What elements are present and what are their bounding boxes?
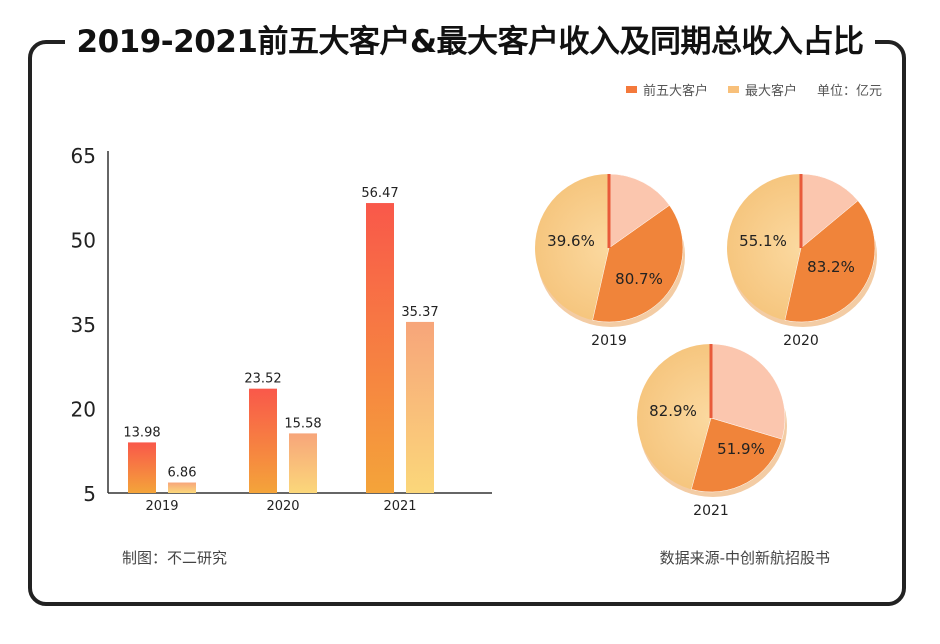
pie-top5-label: 83.2% — [807, 258, 855, 276]
pie-remainder-slice — [800, 173, 859, 249]
legend-item-largest: 最大客户 — [727, 80, 797, 99]
y-tick-label: 50 — [71, 229, 96, 253]
pie-largest-label: 39.6% — [547, 232, 595, 250]
pie-largest-label: 82.9% — [649, 402, 697, 420]
footer-credit: 制图：不二研究 — [122, 549, 228, 567]
pie-top5-slice — [592, 204, 684, 323]
y-tick-label: 20 — [71, 398, 96, 422]
pie-top5-slice — [691, 417, 783, 493]
pie-largest-label: 55.1% — [739, 232, 787, 250]
pie-year-label: 2020 — [783, 333, 819, 349]
bar — [249, 388, 277, 493]
y-tick-label: 65 — [71, 144, 96, 168]
bar — [289, 433, 317, 493]
bar — [168, 482, 196, 493]
bar — [366, 203, 394, 493]
bar-value-label: 15.58 — [284, 416, 321, 431]
y-tick-label: 5 — [83, 482, 96, 506]
legend-label-largest: 最大客户 — [744, 84, 797, 99]
legend-item-top5: 前五大客户 — [625, 80, 708, 99]
legend-swatch-top5 — [625, 86, 637, 93]
pie-top5-label: 80.7% — [615, 270, 663, 288]
bar-value-label: 6.86 — [168, 466, 197, 481]
legend: 前五大客户 最大客户 单位：亿元 — [625, 80, 882, 99]
footer-source: 数据来源-中创新航招股书 — [659, 549, 830, 567]
bar — [128, 442, 156, 493]
pie-top5-label: 51.9% — [717, 440, 765, 458]
unit-label: 单位：亿元 — [816, 84, 882, 99]
pie-year-label: 2019 — [591, 333, 627, 349]
bar — [406, 321, 434, 493]
pie-year-label: 2021 — [693, 503, 729, 519]
chart-title-wrapper: 2019-2021前五大客户&最大客户收入及同期总收入占比 — [0, 16, 940, 61]
bar-value-label: 35.37 — [401, 305, 438, 320]
pie-top5-slice — [784, 200, 876, 323]
chart-title: 2019-2021前五大客户&最大客户收入及同期总收入占比 — [64, 16, 876, 61]
y-tick-label: 35 — [71, 313, 96, 337]
legend-label-top5: 前五大客户 — [642, 84, 708, 99]
x-tick-label: 2021 — [383, 499, 416, 514]
legend-swatch-largest — [727, 86, 739, 93]
bar-value-label: 56.47 — [361, 186, 398, 201]
bar-value-label: 23.52 — [244, 372, 281, 387]
x-tick-label: 2019 — [145, 499, 178, 514]
x-tick-label: 2020 — [266, 499, 299, 514]
bar-value-label: 13.98 — [123, 425, 160, 440]
pie-remainder-slice — [608, 173, 670, 249]
pie-remainder-slice — [710, 343, 786, 440]
